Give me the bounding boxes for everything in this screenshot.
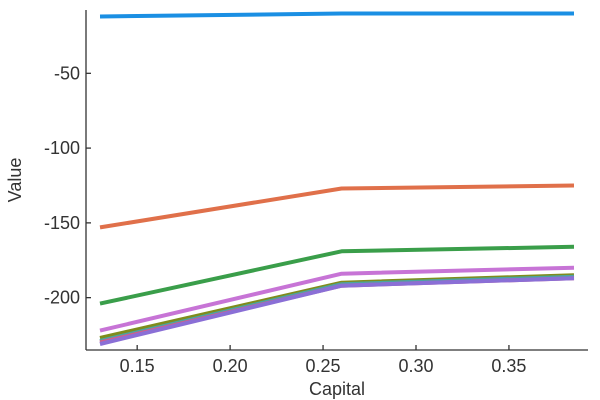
- y-ticks: -50 -100 -150 -200: [44, 63, 91, 308]
- y-tick-label: -100: [44, 138, 80, 158]
- x-tick-label: 0.15: [120, 356, 155, 376]
- series-line-8: [99, 276, 575, 346]
- series-line-1: [99, 11, 574, 19]
- x-tick-label: 0.20: [213, 356, 248, 376]
- series-line-2: [99, 183, 575, 230]
- y-axis-title: Value: [5, 158, 25, 203]
- series-line-3: [99, 244, 575, 306]
- series-layer: [99, 11, 575, 346]
- y-tick-label: -200: [44, 288, 80, 308]
- x-ticks: 0.15 0.20 0.25 0.30 0.35: [120, 345, 526, 376]
- x-tick-label: 0.35: [491, 356, 526, 376]
- y-tick-label: -150: [44, 213, 80, 233]
- series-line-4: [99, 265, 575, 333]
- x-axis-title: Capital: [309, 379, 365, 399]
- axes-layer: [85, 10, 588, 351]
- y-tick-label: -50: [54, 63, 80, 83]
- x-tick-label: 0.25: [306, 356, 341, 376]
- x-tick-label: 0.30: [398, 356, 433, 376]
